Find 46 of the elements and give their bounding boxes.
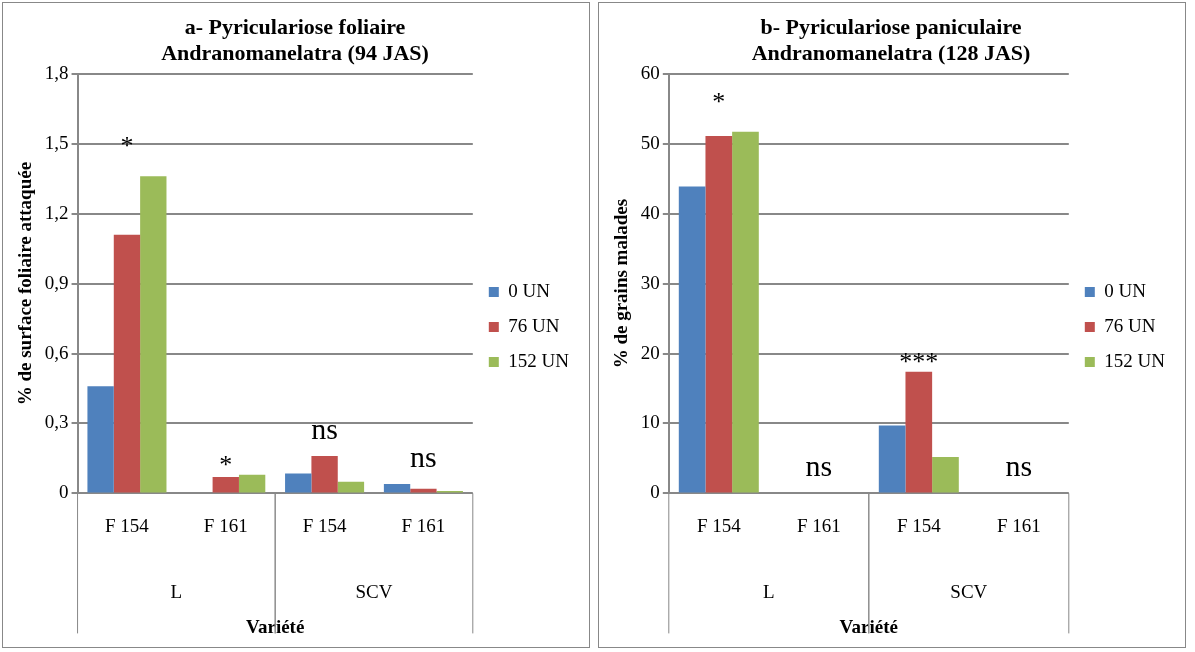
annotation: ns: [805, 449, 833, 483]
y-tick-label: 30: [640, 271, 660, 293]
y-tick-label: 50: [640, 131, 660, 153]
legend-label: 76 UN: [1104, 314, 1156, 336]
y-tick-label: 0,3: [44, 411, 69, 433]
y-tick-label: 40: [640, 201, 660, 223]
y-tick-label: 20: [640, 341, 660, 363]
y-tick-label: 1,5: [44, 131, 69, 153]
y-tick-label: 1,2: [44, 201, 69, 223]
annotation: *: [219, 449, 233, 479]
y-tick-label: 0,9: [44, 271, 69, 293]
annotation: ns: [311, 411, 338, 445]
text: L: [763, 581, 775, 603]
y-tick-label: 1,8: [44, 61, 69, 83]
y-axis-title: % de surface foliaire attaquée: [14, 161, 36, 406]
y-tick-label: 0,6: [44, 341, 69, 363]
y-axis-title: % de grains malades: [610, 198, 632, 369]
legend-label: 0 UN: [508, 279, 551, 301]
x-tick-label: F 161: [796, 514, 841, 536]
legend-label: 0 UN: [1104, 279, 1147, 301]
x-axis-title: Variété: [245, 615, 305, 637]
annotation: ns: [410, 439, 437, 473]
text: SCV: [950, 581, 988, 603]
x-tick-label: F 154: [696, 514, 742, 536]
x-tick-label: F 161: [203, 514, 248, 536]
x-axis-title: Variété: [839, 615, 898, 637]
chart-title: a- Pyriculariose foliaire Andranomanelatra (94 JAS): [161, 13, 429, 66]
text: L: [170, 581, 183, 603]
chart-title: b- Pyriculariose paniculaire Andranomanelatra (128 JAS): [751, 13, 1031, 66]
x-tick-label: F 154: [105, 514, 150, 536]
x-tick-label: F 161: [996, 514, 1041, 536]
annotation: ns: [1005, 449, 1033, 483]
y-tick-label: 0: [650, 481, 660, 503]
y-tick-label: 10: [640, 411, 660, 433]
annotation: *: [120, 131, 134, 161]
x-tick-label: F 154: [896, 514, 942, 536]
y-tick-label: 60: [640, 61, 660, 83]
y-tick-label: 0: [59, 481, 69, 503]
x-tick-label: F 154: [302, 514, 347, 536]
annotation: *: [712, 86, 726, 116]
x-tick-label: F 161: [401, 514, 446, 536]
annotation: ***: [899, 346, 939, 376]
legend-label: 152 UN: [1104, 349, 1166, 371]
legend-label: 76 UN: [508, 314, 560, 336]
legend-label: 152 UN: [508, 349, 570, 371]
text: SCV: [355, 581, 393, 603]
